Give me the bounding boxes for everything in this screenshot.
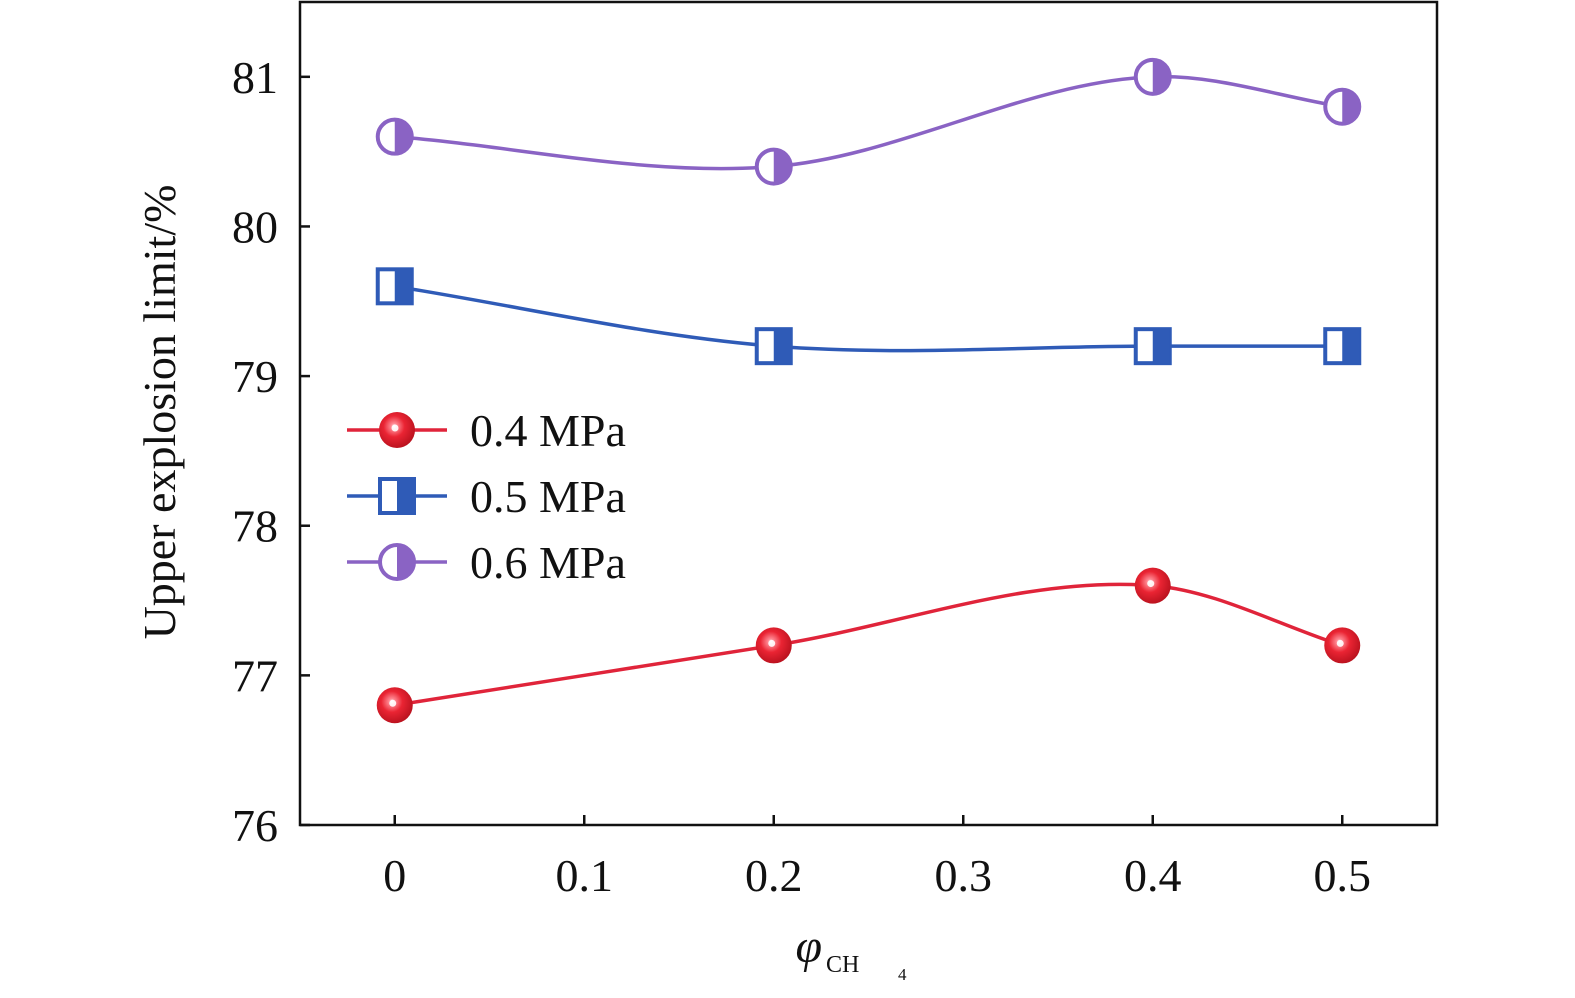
x-axis-label-subscript: CH bbox=[826, 952, 859, 978]
y-tick-label: 80 bbox=[232, 201, 278, 252]
y-tick-label: 77 bbox=[232, 650, 278, 701]
legend-marker bbox=[379, 412, 415, 448]
x-axis-label-symbol: φ bbox=[795, 920, 822, 973]
data-point bbox=[754, 147, 793, 186]
axis-ticks: 0 0.1 0.2 0.3 0.4 0.5 76 77 78 79 80 81 bbox=[232, 52, 1371, 901]
data-point bbox=[1134, 567, 1171, 604]
data-point bbox=[376, 687, 413, 724]
data-point bbox=[755, 627, 792, 664]
x-tick-label: 0 bbox=[383, 850, 406, 901]
x-tick-label: 0.5 bbox=[1314, 850, 1372, 901]
x-axis-label-subscript-number: 4 bbox=[898, 965, 907, 984]
data-point bbox=[1324, 627, 1361, 664]
legend-label: 0.5 MPa bbox=[470, 471, 626, 522]
data-point bbox=[754, 327, 793, 366]
data-point bbox=[1323, 87, 1362, 126]
y-axis-label: Upper explosion limit/% bbox=[134, 185, 185, 640]
data-point bbox=[1323, 327, 1362, 366]
legend-label: 0.4 MPa bbox=[470, 405, 626, 456]
series-line-3 bbox=[394, 74, 1343, 171]
y-tick-label: 78 bbox=[232, 501, 278, 552]
data-point bbox=[375, 267, 414, 306]
y-tick-label: 81 bbox=[232, 52, 278, 103]
legend: 0.4 MPa 0.5 MPa 0.6 MPa bbox=[347, 405, 626, 588]
y-tick-label: 79 bbox=[232, 351, 278, 402]
plot-frame bbox=[298, 0, 1439, 827]
legend-marker bbox=[378, 477, 416, 515]
x-tick-label: 0.2 bbox=[745, 850, 803, 901]
data-point bbox=[1133, 327, 1172, 366]
x-tick-label: 0.1 bbox=[556, 850, 614, 901]
x-tick-label: 0.4 bbox=[1124, 850, 1182, 901]
legend-label: 0.6 MPa bbox=[470, 537, 626, 588]
series-layer bbox=[375, 57, 1362, 724]
series-line-1 bbox=[394, 582, 1343, 708]
x-axis-label: φ CH 4 bbox=[795, 920, 907, 984]
data-point bbox=[1133, 57, 1172, 96]
data-point bbox=[375, 117, 414, 156]
y-tick-label: 76 bbox=[232, 800, 278, 851]
series-line-2 bbox=[394, 284, 1343, 353]
x-tick-label: 0.3 bbox=[935, 850, 993, 901]
legend-marker bbox=[378, 543, 416, 581]
